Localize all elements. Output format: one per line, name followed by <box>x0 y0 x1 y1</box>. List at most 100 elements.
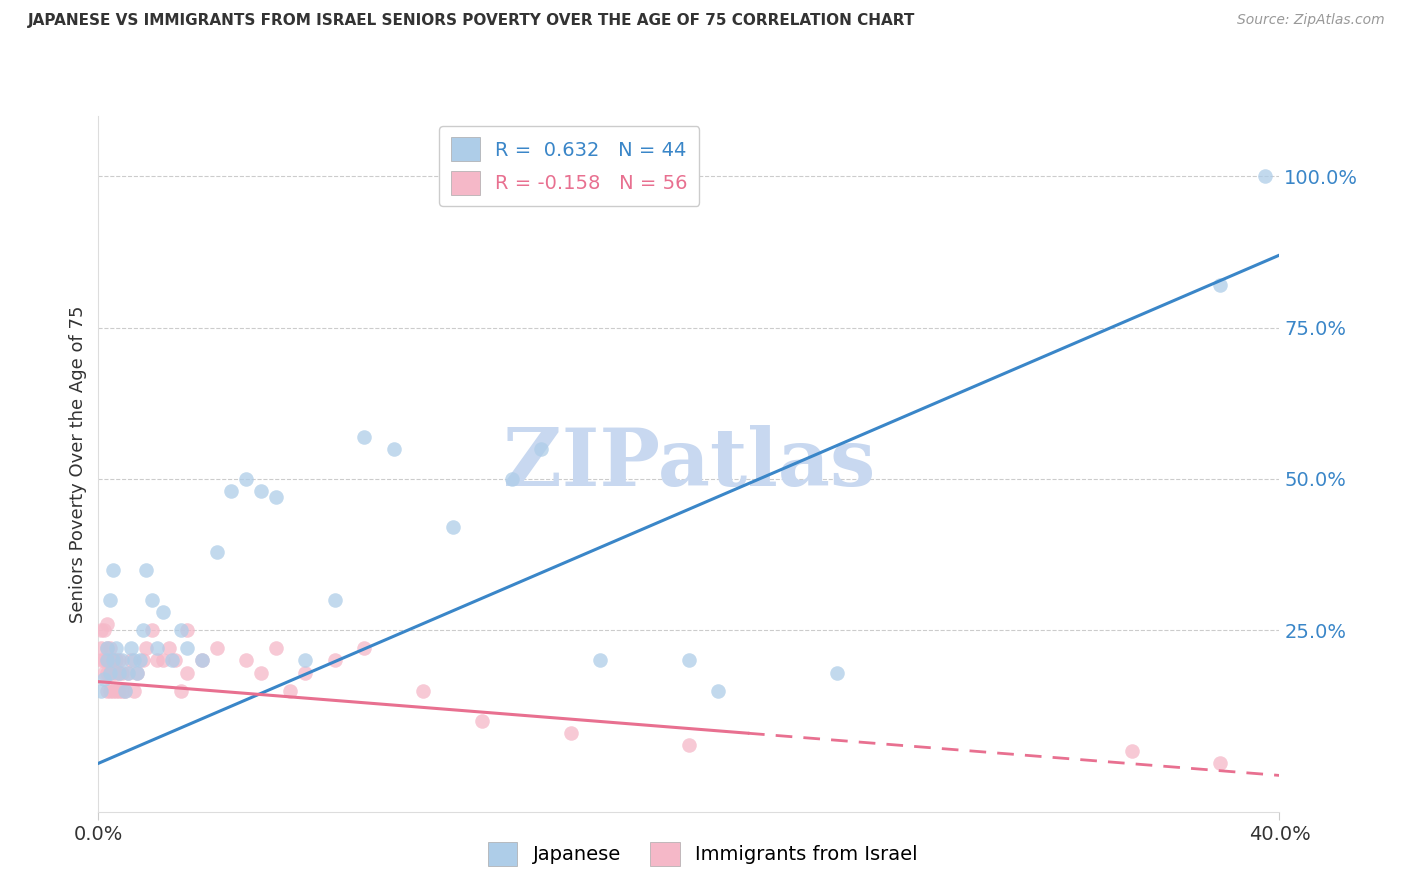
Point <box>132 624 155 638</box>
Legend: R =  0.632   N = 44, R = -0.158   N = 56: R = 0.632 N = 44, R = -0.158 N = 56 <box>439 126 699 206</box>
Point <box>135 641 157 656</box>
Point <box>103 665 125 680</box>
Point <box>122 653 145 667</box>
Point <box>205 641 228 656</box>
Point <box>108 665 131 680</box>
Point <box>125 665 148 680</box>
Point <box>278 683 302 698</box>
Point <box>382 442 405 456</box>
Point <box>205 544 228 558</box>
Point <box>90 624 112 638</box>
Point <box>678 738 700 752</box>
Point <box>323 593 346 607</box>
Point <box>114 683 136 698</box>
Point <box>122 683 145 698</box>
Point <box>98 683 121 698</box>
Point <box>152 605 174 619</box>
Point <box>141 624 163 638</box>
Point <box>219 484 242 499</box>
Point <box>170 624 193 638</box>
Point <box>264 641 287 656</box>
Point <box>132 653 155 667</box>
Point <box>103 683 125 698</box>
Point <box>135 563 157 577</box>
Point <box>1121 744 1143 758</box>
Point <box>176 665 198 680</box>
Point <box>96 665 118 680</box>
Point <box>125 665 148 680</box>
Point <box>707 683 730 698</box>
Point <box>96 683 118 698</box>
Point <box>105 641 128 656</box>
Point <box>412 683 434 698</box>
Point <box>678 653 700 667</box>
Point <box>589 653 612 667</box>
Point <box>98 665 121 680</box>
Point <box>90 641 112 656</box>
Point <box>111 683 134 698</box>
Point <box>103 653 125 667</box>
Point <box>191 653 214 667</box>
Point <box>235 472 257 486</box>
Point <box>1209 756 1232 771</box>
Point <box>105 683 128 698</box>
Point <box>165 653 187 667</box>
Point <box>471 714 494 728</box>
Point <box>108 665 131 680</box>
Point <box>1254 169 1277 184</box>
Point <box>120 653 142 667</box>
Point <box>1209 278 1232 293</box>
Point <box>141 593 163 607</box>
Point <box>152 653 174 667</box>
Point <box>96 641 118 656</box>
Point <box>96 641 118 656</box>
Point <box>146 653 169 667</box>
Point <box>235 653 257 667</box>
Point <box>501 472 523 486</box>
Point <box>117 665 139 680</box>
Y-axis label: Seniors Poverty Over the Age of 75: Seniors Poverty Over the Age of 75 <box>69 305 87 623</box>
Point <box>441 520 464 534</box>
Point <box>105 653 128 667</box>
Point <box>825 665 848 680</box>
Legend: Japanese, Immigrants from Israel: Japanese, Immigrants from Israel <box>481 834 925 873</box>
Point <box>530 442 553 456</box>
Point <box>103 653 125 667</box>
Point <box>98 653 121 667</box>
Point <box>93 624 115 638</box>
Point <box>560 726 582 740</box>
Point <box>170 683 193 698</box>
Point <box>93 665 115 680</box>
Point <box>176 624 198 638</box>
Point <box>353 429 375 443</box>
Point <box>353 641 375 656</box>
Point <box>191 653 214 667</box>
Point <box>108 653 131 667</box>
Point <box>146 641 169 656</box>
Point <box>176 641 198 656</box>
Point <box>105 665 128 680</box>
Point <box>264 490 287 504</box>
Point <box>250 665 273 680</box>
Text: Source: ZipAtlas.com: Source: ZipAtlas.com <box>1237 13 1385 28</box>
Point <box>103 563 125 577</box>
Point <box>250 484 273 499</box>
Text: ZIPatlas: ZIPatlas <box>503 425 875 503</box>
Point <box>162 653 183 667</box>
Point <box>323 653 346 667</box>
Point <box>111 665 134 680</box>
Point <box>294 653 316 667</box>
Point <box>98 593 121 607</box>
Point <box>90 653 112 667</box>
Point <box>96 653 118 667</box>
Point <box>128 653 150 667</box>
Point <box>96 617 118 632</box>
Point <box>98 665 121 680</box>
Point <box>93 653 115 667</box>
Point <box>108 683 131 698</box>
Point <box>117 665 139 680</box>
Text: JAPANESE VS IMMIGRANTS FROM ISRAEL SENIORS POVERTY OVER THE AGE OF 75 CORRELATIO: JAPANESE VS IMMIGRANTS FROM ISRAEL SENIO… <box>28 13 915 29</box>
Point <box>114 683 136 698</box>
Point <box>120 641 142 656</box>
Point <box>111 653 134 667</box>
